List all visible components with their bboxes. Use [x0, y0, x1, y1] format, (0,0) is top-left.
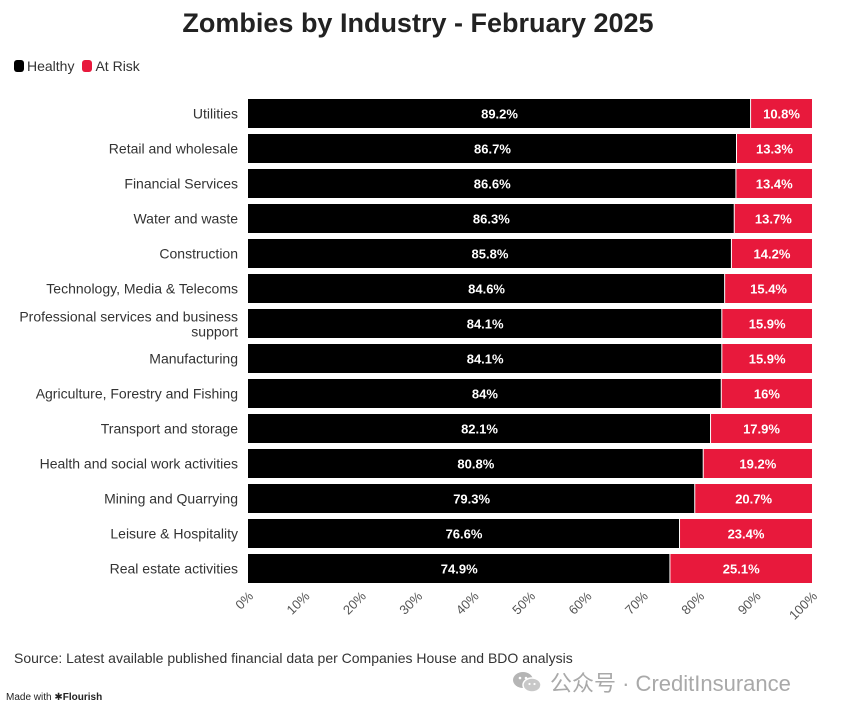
data-label-at-risk: 13.7%: [755, 212, 792, 227]
x-tick-label: 80%: [678, 588, 707, 617]
category-label: Financial Services: [124, 176, 238, 192]
category-label: Health and social work activities: [40, 456, 238, 472]
bar-at-risk: [680, 519, 812, 548]
category-label: Manufacturing: [149, 351, 238, 367]
data-label-healthy: 84%: [472, 387, 498, 402]
bar-at-risk: [731, 239, 812, 268]
bar-at-risk: [725, 274, 812, 303]
x-tick-label: 60%: [566, 588, 595, 617]
category-label: Technology, Media & Telecoms: [46, 281, 238, 297]
data-label-at-risk: 25.1%: [723, 562, 760, 577]
category-label: Construction: [159, 246, 238, 262]
data-label-at-risk: 17.9%: [743, 422, 780, 437]
bar-healthy: [248, 134, 736, 163]
data-label-at-risk: 20.7%: [735, 492, 772, 507]
flourish-credit[interactable]: Made with ✱Flourish: [6, 692, 102, 703]
bar-at-risk: [703, 449, 812, 478]
data-label-healthy: 84.1%: [467, 352, 504, 367]
bar-at-risk: [670, 554, 812, 583]
data-label-healthy: 84.1%: [467, 317, 504, 332]
bar-at-risk: [751, 99, 812, 128]
bar-healthy: [248, 344, 722, 373]
data-label-at-risk: 10.8%: [763, 107, 800, 122]
stacked-bar-chart: Utilities 89.2% 10.8% Retail and wholesale 8…: [19, 99, 820, 623]
data-label-healthy: 86.7%: [474, 142, 511, 157]
data-label-healthy: 84.6%: [468, 282, 505, 297]
x-tick-label: 10%: [284, 588, 313, 617]
bar-healthy: [248, 274, 725, 303]
bar-healthy: [248, 99, 751, 128]
category-label: Transport and storage: [101, 421, 238, 437]
bar-at-risk: [734, 204, 812, 233]
data-label-healthy: 79.3%: [453, 492, 490, 507]
bar-healthy: [248, 484, 695, 513]
legend-label-at-risk: At Risk: [95, 58, 140, 74]
category-label-line: support: [191, 324, 238, 340]
bar-healthy: [248, 414, 711, 443]
data-label-healthy: 82.1%: [461, 422, 498, 437]
flourish-logo: ✱Flourish: [54, 692, 103, 703]
credit-prefix: Made with: [6, 692, 52, 703]
legend: Healthy At Risk: [14, 58, 148, 74]
source-note: Source: Latest available published finan…: [14, 650, 573, 666]
category-label-line: Professional services and business: [19, 309, 238, 325]
data-label-at-risk: 14.2%: [754, 247, 791, 262]
data-label-healthy: 80.8%: [457, 457, 494, 472]
data-label-at-risk: 15.4%: [750, 282, 787, 297]
legend-item-at-risk[interactable]: At Risk: [82, 58, 140, 74]
bar-at-risk: [736, 169, 812, 198]
legend-item-healthy[interactable]: Healthy: [14, 58, 74, 74]
x-tick-label: 0%: [232, 588, 256, 612]
bar-at-risk: [722, 344, 812, 373]
watermark: 公众号 · CreditInsurance: [512, 666, 791, 698]
x-tick-label: 50%: [509, 588, 538, 617]
data-label-at-risk: 13.4%: [756, 177, 793, 192]
bar-healthy: [248, 309, 722, 338]
category-label: Agriculture, Forestry and Fishing: [36, 386, 238, 402]
data-label-healthy: 76.6%: [446, 527, 483, 542]
data-label-at-risk: 13.3%: [756, 142, 793, 157]
bar-healthy: [248, 449, 703, 478]
bar-at-risk: [695, 484, 812, 513]
category-label: Leisure & Hospitality: [110, 526, 238, 542]
category-label: Professional services and business suppor…: [19, 309, 238, 340]
bar-at-risk: [721, 379, 812, 408]
category-label: Retail and wholesale: [109, 141, 238, 157]
data-label-at-risk: 19.2%: [739, 457, 776, 472]
data-label-at-risk: 23.4%: [728, 527, 765, 542]
wechat-icon: [513, 672, 542, 693]
data-label-at-risk: 15.9%: [749, 352, 786, 367]
data-label-at-risk: 16%: [754, 387, 780, 402]
bar-healthy: [248, 379, 721, 408]
bar-healthy: [248, 239, 731, 268]
x-tick-label: 90%: [735, 588, 764, 617]
category-label: Utilities: [193, 106, 238, 122]
data-label-healthy: 86.3%: [473, 212, 510, 227]
category-label: Water and waste: [133, 211, 238, 227]
x-tick-label: 100%: [786, 588, 820, 622]
bar-at-risk: [722, 309, 812, 338]
data-label-healthy: 86.6%: [474, 177, 511, 192]
legend-label-healthy: Healthy: [27, 58, 75, 74]
category-label: Real estate activities: [110, 561, 238, 577]
data-label-healthy: 89.2%: [481, 107, 518, 122]
watermark-text: 公众号 · CreditInsurance: [550, 671, 791, 696]
bar-healthy: [248, 519, 680, 548]
data-label-at-risk: 15.9%: [749, 317, 786, 332]
bar-healthy: [248, 204, 734, 233]
data-label-healthy: 74.9%: [441, 562, 478, 577]
x-tick-label: 20%: [340, 588, 369, 617]
bar-healthy: [248, 169, 736, 198]
bar-at-risk: [736, 134, 812, 163]
data-label-healthy: 85.8%: [472, 247, 509, 262]
legend-swatch-at-risk: [82, 60, 93, 72]
bar-at-risk: [711, 414, 812, 443]
chart-title: Zombies by Industry - February 2025: [182, 8, 654, 38]
legend-swatch-healthy: [14, 60, 24, 72]
bar-healthy: [248, 554, 670, 583]
category-label: Mining and Quarrying: [104, 491, 238, 507]
x-tick-label: 30%: [396, 588, 425, 617]
x-tick-label: 40%: [453, 588, 482, 617]
x-tick-label: 70%: [622, 588, 651, 617]
